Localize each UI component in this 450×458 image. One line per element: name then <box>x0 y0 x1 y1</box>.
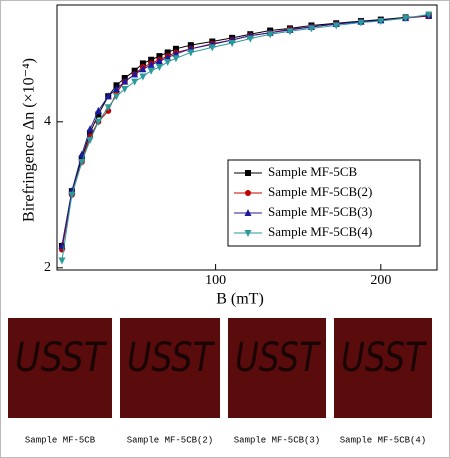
marker <box>147 60 155 68</box>
y-tick-label: 2 <box>44 260 51 275</box>
marker <box>131 78 139 86</box>
marker <box>266 31 274 39</box>
photo: USST <box>8 318 112 418</box>
marker <box>68 191 76 199</box>
marker <box>148 56 155 63</box>
legend-marker <box>244 209 252 216</box>
marker <box>94 118 102 126</box>
photo-background <box>228 318 326 418</box>
marker <box>58 257 66 265</box>
legend-label: Sample MF-5CB(2) <box>268 184 372 199</box>
photo: USST <box>120 318 220 418</box>
marker <box>86 137 94 145</box>
legend-label: Sample MF-5CB(4) <box>268 224 372 239</box>
marker <box>94 106 102 114</box>
photo: USST <box>228 318 326 418</box>
marker <box>87 129 94 136</box>
legend-label: Sample MF-5CB <box>268 164 358 179</box>
marker <box>95 111 102 118</box>
marker <box>147 67 155 75</box>
legend-box <box>227 159 421 247</box>
marker <box>425 11 433 19</box>
marker <box>139 73 147 81</box>
marker <box>131 70 139 78</box>
marker <box>172 55 180 63</box>
legend-marker <box>244 230 252 237</box>
marker <box>155 57 163 65</box>
legend-marker <box>245 190 251 196</box>
marker <box>104 92 112 100</box>
marker <box>164 58 172 66</box>
marker <box>208 44 216 52</box>
photo-background <box>8 318 112 418</box>
marker <box>172 49 180 57</box>
marker <box>156 53 163 60</box>
photo-caption: Sample MF-5CB <box>25 435 96 445</box>
marker <box>187 49 195 57</box>
x-tick-label: 100 <box>205 273 226 288</box>
handwriting: USST <box>341 335 428 381</box>
marker <box>112 84 120 92</box>
y-tick-label: 4 <box>44 114 51 129</box>
marker <box>78 158 86 166</box>
marker <box>246 35 254 43</box>
marker <box>402 15 410 23</box>
marker <box>164 49 171 56</box>
marker <box>121 77 129 85</box>
marker <box>104 104 112 112</box>
x-axis-label: B (mT) <box>216 291 264 308</box>
marker <box>286 28 294 36</box>
series-line <box>61 14 429 246</box>
marker <box>86 125 94 133</box>
handwriting: USST <box>15 335 108 381</box>
handwriting: USST <box>235 335 322 381</box>
marker <box>139 65 147 73</box>
legend-label: Sample MF-5CB(3) <box>268 204 372 219</box>
photo-background <box>120 318 220 418</box>
marker <box>357 19 365 27</box>
photo-caption: Sample MF-5CB(2) <box>127 435 213 445</box>
plot-frame <box>56 4 438 271</box>
marker <box>228 39 236 47</box>
marker <box>164 53 172 61</box>
x-tick-label: 200 <box>370 273 391 288</box>
marker <box>172 45 179 52</box>
photo: USST <box>334 318 432 418</box>
marker <box>155 64 163 72</box>
marker <box>78 155 85 162</box>
photo-background <box>334 318 432 418</box>
marker <box>377 18 385 26</box>
photo-caption: Sample MF-5CB(3) <box>234 435 320 445</box>
y-axis-label: Birefringence Δn (×10⁻⁴) <box>21 58 38 222</box>
legend-marker <box>245 170 251 176</box>
marker <box>307 25 315 33</box>
photo-caption: Sample MF-5CB(4) <box>340 435 426 445</box>
handwriting: USST <box>127 335 216 381</box>
marker <box>112 93 120 101</box>
marker <box>121 85 129 93</box>
marker <box>332 22 340 30</box>
marker <box>139 60 146 67</box>
